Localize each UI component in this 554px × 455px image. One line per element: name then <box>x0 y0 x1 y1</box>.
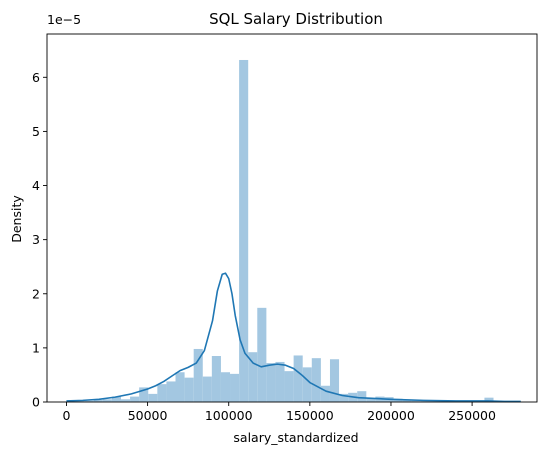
histogram-bar <box>139 387 149 402</box>
y-tick-label: 4 <box>32 178 40 193</box>
histogram-bar <box>339 393 349 402</box>
histogram-bar <box>75 400 85 402</box>
histogram-bar <box>284 371 294 402</box>
histogram-bar <box>302 367 312 402</box>
y-axis-ticks: 0 1 2 3 4 5 6 <box>32 70 47 410</box>
histogram-bar <box>84 400 94 402</box>
histogram-bar <box>102 399 112 402</box>
x-tick-label: 100000 <box>205 408 253 423</box>
kde-curve <box>66 272 521 403</box>
x-tick-label: 200000 <box>367 408 415 423</box>
y-tick-label: 5 <box>32 124 40 139</box>
x-tick-label: 0 <box>62 408 70 423</box>
histogram-bar <box>420 400 430 402</box>
histogram-bar <box>220 372 231 402</box>
histogram-bar <box>193 348 203 402</box>
y-tick-label: 0 <box>32 395 40 410</box>
y-tick-label: 3 <box>32 232 40 247</box>
histogram-bar <box>211 356 221 402</box>
histogram-bar <box>257 307 267 402</box>
histogram-bar <box>230 373 240 402</box>
x-tick-label: 150000 <box>286 408 334 423</box>
histogram-bar <box>239 59 249 402</box>
histogram-bar <box>275 361 285 402</box>
histogram-bar <box>166 381 176 402</box>
histogram-bar <box>148 393 158 402</box>
histogram-bar <box>402 399 412 402</box>
y-axis-title: Density <box>9 195 24 243</box>
histogram-bar <box>293 355 303 402</box>
histogram-bar <box>184 377 194 402</box>
histogram-bar <box>130 396 140 402</box>
x-tick-label: 250000 <box>448 408 496 423</box>
histogram-bar <box>111 396 121 402</box>
histogram-bar <box>320 385 330 402</box>
histogram-bar <box>393 398 403 402</box>
histogram-bar <box>311 358 321 402</box>
histogram-bar <box>202 376 212 402</box>
histogram-bar <box>411 400 421 402</box>
histogram-bar <box>266 363 276 402</box>
y-tick-label: 6 <box>32 70 40 85</box>
histogram-bar <box>357 391 367 402</box>
x-axis-ticks: 0 50000 100000 150000 200000 250000 <box>62 402 496 423</box>
y-offset-label: 1e−5 <box>47 12 81 27</box>
histogram-bar <box>175 372 185 402</box>
chart-title: SQL Salary Distribution <box>209 10 383 28</box>
y-tick-label: 2 <box>32 286 40 301</box>
x-axis-title: salary_standardized <box>233 430 358 445</box>
plot-frame <box>46 33 538 403</box>
histogram-bar <box>484 397 494 402</box>
histogram-bar <box>366 398 376 402</box>
histogram-bars <box>66 59 521 402</box>
histogram-bar <box>93 399 103 402</box>
histogram-bar <box>157 384 167 402</box>
histogram-bar <box>429 400 439 402</box>
y-tick-label: 1 <box>32 340 40 355</box>
histogram-bar <box>248 352 258 402</box>
histogram-bar <box>329 359 340 402</box>
histogram-bar <box>120 399 131 402</box>
axes <box>46 33 538 403</box>
x-tick-label: 50000 <box>128 408 168 423</box>
kde-curve-group <box>66 272 521 403</box>
